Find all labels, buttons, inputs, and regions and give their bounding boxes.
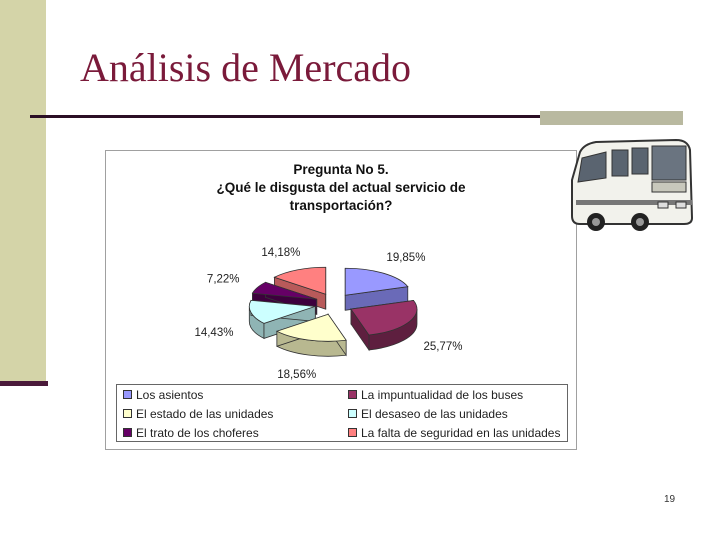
chart-title-line-2: ¿Qué le disgusta del actual servicio de (216, 180, 466, 195)
title-divider-block (540, 111, 683, 125)
pie-slice-top (275, 313, 347, 342)
legend-swatch (123, 428, 132, 438)
pie-data-label: 14,43% (194, 327, 233, 339)
pie-slice-top (248, 299, 316, 324)
pie-data-label: 14,18% (261, 247, 300, 259)
bus-icon (571, 138, 694, 231)
pie-data-label: 19,85% (386, 252, 425, 264)
legend-label: La impuntualidad de los buses (361, 388, 524, 402)
pie-slice-top (344, 267, 409, 296)
legend-swatch (348, 390, 357, 400)
pie-slice-4 (248, 299, 316, 340)
pie-data-label: 25,77% (423, 341, 462, 353)
chart-legend: Los asientos La impuntualidad de los buse… (116, 384, 568, 442)
chart-title-line-1: Pregunta No 5. (293, 162, 389, 177)
pie-data-label: 18,56% (277, 369, 316, 381)
pie-data-label: 7,22% (207, 274, 240, 286)
legend-item: El desaseo de las unidades (348, 407, 508, 421)
legend-swatch (348, 409, 357, 419)
pie-slice-top (350, 300, 418, 336)
legend-swatch (123, 409, 132, 419)
title-divider (30, 115, 540, 118)
pie-slice-top (251, 281, 317, 300)
legend-swatch (123, 390, 132, 400)
page-number: 19 (664, 494, 676, 505)
pie-slice-2 (350, 299, 418, 352)
left-accent-bar-edge (0, 381, 48, 386)
pie-slice-top (273, 266, 327, 295)
chart-title: Pregunta No 5. ¿Qué le disgusta del actu… (106, 161, 576, 215)
legend-label: El estado de las unidades (136, 407, 274, 421)
pie-slice-1 (344, 267, 409, 311)
chart-title-line-3: transportación? (289, 198, 393, 213)
slide-title: Análisis de Mercado (80, 45, 412, 90)
pie-chart-canvas: 19,85% 25,77% 18,56% 14,43% 7,22% 14,18% (194, 247, 462, 381)
legend-item: El trato de los choferes (123, 426, 259, 440)
legend-item: El estado de las unidades (123, 407, 273, 421)
legend-swatch (348, 428, 357, 438)
left-accent-bar (0, 0, 46, 384)
pie-slice-3 (275, 313, 347, 357)
legend-label: El trato de los choferes (136, 426, 259, 440)
legend-item: Los asientos (123, 388, 203, 402)
pie-chart: 19,85% 25,77% 18,56% 14,43% 7,22% 14,18% Preg… (105, 150, 577, 450)
legend-label: Los asientos (136, 388, 204, 402)
legend-item: La impuntualidad de los buses (348, 388, 523, 402)
legend-label: El desaseo de las unidades (361, 407, 508, 421)
legend-item: La falta de seguridad en las unidades (348, 426, 560, 440)
legend-label: La falta de seguridad en las unidades (361, 426, 561, 440)
